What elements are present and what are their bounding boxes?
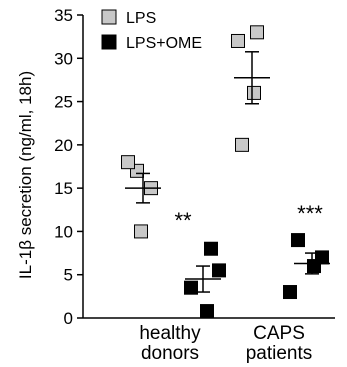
data-point [212,263,226,278]
data-point [121,155,135,170]
y-tick-label: 15 [54,179,73,198]
legend-swatch-lps [101,9,117,25]
legend-swatch-lps-ome [101,34,117,50]
category-label-line: donors [141,343,199,364]
data-point [204,241,218,256]
legend-label-lps-ome: LPS+OME [126,35,202,52]
significance-labels: ** *** [174,201,323,233]
data-point [134,224,148,239]
data-point [291,233,305,248]
legend: LPS LPS+OME [101,9,202,52]
y-tick-label: 25 [54,93,73,112]
significance-label: ** [174,208,192,233]
data-point [283,285,297,300]
data-point [307,259,321,274]
legend-label-lps: LPS [126,10,156,27]
y-tick-label: 30 [54,49,73,68]
data-point [250,25,264,40]
data-point [200,304,214,319]
data-point [231,33,245,48]
data-point [235,137,249,152]
category-label-line: healthy [139,323,201,344]
significance-label: *** [297,201,323,226]
y-tick-label: 5 [64,266,73,285]
y-tick-label: 20 [54,136,73,155]
data-point [247,85,261,100]
category-label-line: patients [246,343,313,364]
y-axis-title: IL-1β secretion (ng/ml, 18h) [16,71,35,279]
y-tick-label: 10 [54,222,73,241]
category-label-line: CAPS [253,323,305,344]
y-tick-label: 35 [54,6,73,25]
axes: 0 5 10 15 20 25 30 35 [54,6,335,328]
y-tick-label: 0 [64,309,73,328]
y-axis-label: IL-1β secretion (ng/ml, 18h) [16,71,35,279]
data-point [184,280,198,295]
data-marks [121,25,330,319]
